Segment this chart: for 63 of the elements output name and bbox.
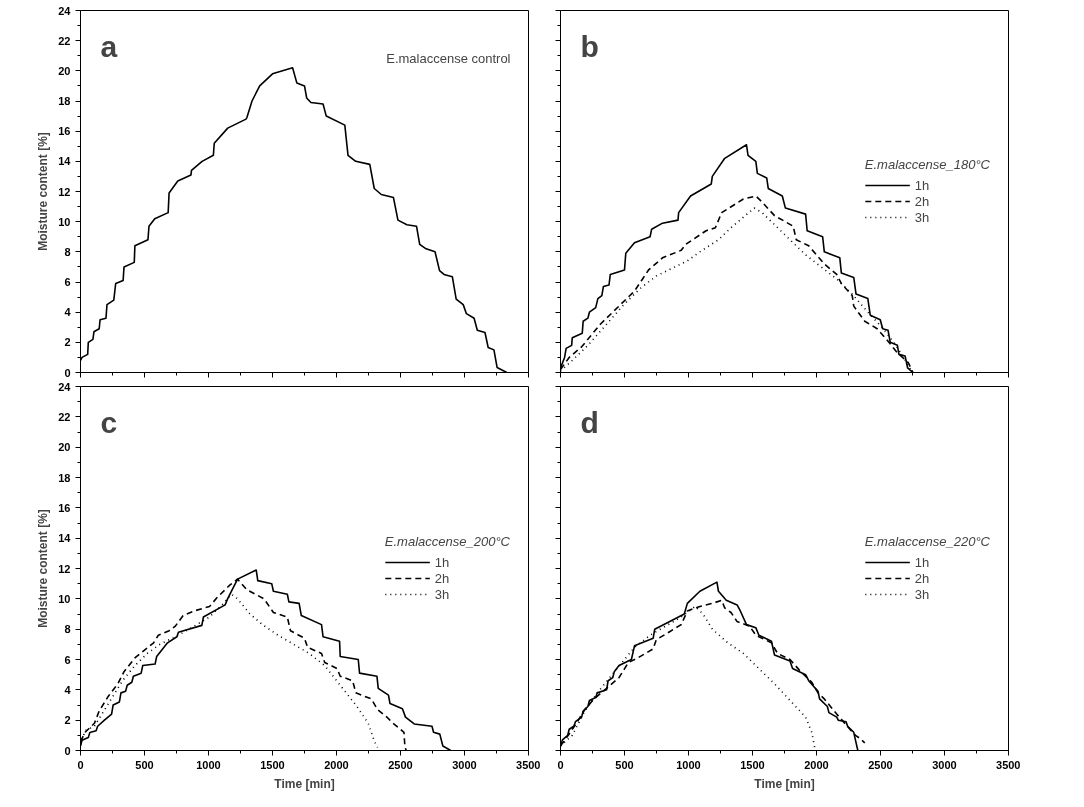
x-tick-label: 2500 (868, 758, 893, 771)
x-tick-label: 1500 (260, 758, 285, 771)
y-tick-label: 24 (58, 380, 72, 393)
y-tick-label: 14 (58, 155, 72, 168)
x-tick-label: 2000 (324, 758, 349, 771)
y-tick-label: 14 (58, 532, 72, 545)
y-tick-label: 12 (58, 185, 71, 198)
legend-title: E.malaccense_200°C (384, 534, 510, 549)
x-tick-label: 3500 (996, 758, 1021, 771)
x-tick-label: 1000 (676, 758, 701, 771)
x-tick-label: 3000 (452, 758, 477, 771)
y-tick-label: 0 (64, 366, 71, 379)
y-tick-label: 2 (64, 336, 71, 349)
x-tick-label: 500 (615, 758, 634, 771)
y-tick-label: 6 (64, 276, 71, 288)
annotation: d (580, 405, 599, 439)
legend-label: 1h (434, 554, 451, 570)
x-tick-label: 1500 (740, 758, 765, 771)
y-tick-label: 0 (64, 744, 71, 757)
legend-title: E.malaccense_220°C (864, 534, 990, 549)
legend-label: 3h (914, 209, 931, 225)
y-tick-label: 16 (58, 501, 71, 514)
x-axis-title: Time [min] (274, 776, 335, 791)
y-tick-label: 18 (58, 471, 71, 484)
y-tick-label: 4 (64, 683, 72, 696)
x-tick-label: 500 (135, 758, 154, 771)
annotation: a (100, 29, 118, 63)
y-tick-label: 2 (64, 714, 71, 727)
y-tick-label: 8 (64, 245, 71, 258)
legend-label: 1h (914, 554, 931, 570)
y-tick-label: 22 (58, 34, 71, 47)
y-tick-label: 12 (58, 562, 71, 575)
legend-title: E.malaccense_180°C (864, 157, 990, 172)
x-tick-label: 2500 (388, 758, 413, 771)
y-axis-title: Moisture content [%] (36, 509, 51, 628)
y-tick-label: 6 (64, 653, 71, 666)
legend-label: 2h (914, 570, 931, 586)
x-tick-label: 2000 (804, 758, 829, 771)
y-tick-label: 4 (64, 306, 72, 319)
legend-label: 3h (434, 586, 451, 602)
annotation: E.malaccense control (386, 50, 511, 66)
x-tick-label: 0 (557, 758, 564, 771)
y-tick-label: 10 (58, 592, 71, 605)
x-tick-label: 3000 (932, 758, 957, 771)
legend-label: 2h (434, 570, 451, 586)
x-tick-label: 0 (77, 758, 84, 771)
y-tick-label: 18 (58, 95, 71, 107)
annotation: c (100, 405, 118, 439)
legend-label: 3h (914, 586, 931, 602)
x-tick-label: 3500 (516, 758, 541, 771)
y-tick-label: 24 (58, 4, 72, 17)
x-axis-title: Time [min] (754, 776, 815, 791)
y-tick-label: 8 (64, 623, 71, 636)
annotation: b (580, 29, 599, 63)
y-tick-label: 10 (58, 215, 71, 228)
legend-label: 1h (914, 177, 931, 193)
x-tick-label: 1000 (196, 758, 221, 771)
y-tick-label: 16 (58, 125, 71, 138)
y-tick-label: 20 (58, 64, 71, 77)
y-axis-title: Moisture content [%] (36, 132, 51, 251)
y-tick-label: 22 (58, 410, 71, 423)
legend-label: 2h (914, 193, 931, 209)
y-tick-label: 20 (58, 441, 71, 454)
